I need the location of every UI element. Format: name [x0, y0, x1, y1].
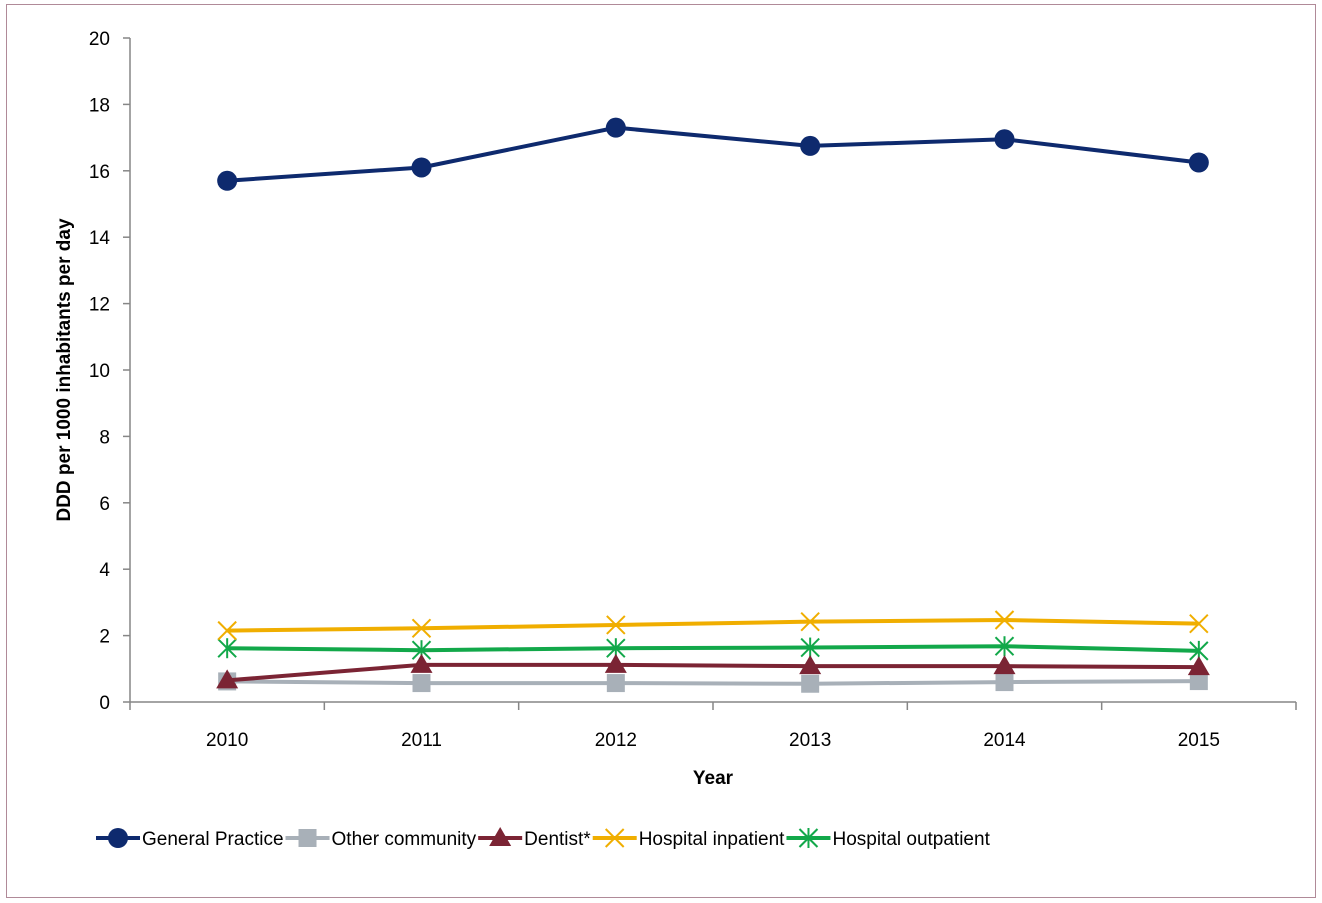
legend-marker — [798, 828, 819, 848]
legend-label: Other community — [332, 829, 477, 850]
data-point — [800, 611, 820, 632]
legend-item-hospital-outpatient: Hospital outpatient — [786, 828, 991, 850]
marker-stroke — [411, 618, 432, 639]
legend-item-general-practice: General Practice — [96, 828, 284, 850]
legend-label: Hospital inpatient — [639, 829, 785, 850]
x-tick-label: 2010 — [206, 730, 248, 751]
y-tick-label: 8 — [99, 427, 110, 448]
legend-marker — [108, 828, 128, 848]
data-point — [800, 637, 820, 658]
data-point — [799, 655, 822, 675]
y-tick-label: 10 — [89, 361, 110, 382]
marker-stroke — [994, 610, 1015, 630]
series-other-community — [218, 672, 1208, 693]
legend-item-dentist: Dentist* — [478, 827, 591, 850]
legend: General Practice Other community Dentist* H… — [96, 827, 991, 850]
data-point — [604, 653, 627, 673]
y-tick-label: 2 — [99, 627, 110, 648]
data-point — [217, 170, 238, 191]
y-tick-label: 14 — [89, 228, 111, 249]
series-general-practice — [217, 117, 1209, 191]
data-point — [217, 638, 237, 659]
y-tick-label: 20 — [89, 29, 110, 50]
y-axis: 0 2 4 6 8 10 12 14 16 18 20 — [89, 29, 131, 714]
marker-stroke — [1189, 613, 1209, 634]
data-point — [800, 135, 821, 156]
data-point — [216, 669, 239, 689]
data-point — [994, 610, 1015, 630]
legend-marker — [489, 827, 512, 846]
x-tick-label: 2015 — [1178, 730, 1220, 751]
series-line — [227, 679, 1199, 686]
data-point — [605, 117, 626, 138]
x-tick-label: 2014 — [983, 730, 1026, 751]
data-point — [606, 674, 625, 693]
y-tick-label: 16 — [89, 162, 110, 183]
data-point — [1189, 672, 1208, 691]
data-point — [801, 674, 820, 693]
y-tick-label: 0 — [99, 693, 110, 714]
series-line — [227, 644, 1199, 653]
data-point — [410, 653, 433, 673]
data-point — [994, 636, 1015, 657]
y-tick-label: 18 — [89, 95, 110, 116]
x-tick-label: 2011 — [401, 730, 442, 751]
x-tick-label: 2012 — [595, 730, 637, 751]
series-dentist — [216, 653, 1210, 689]
data-point — [1188, 152, 1209, 173]
data-point — [411, 157, 432, 178]
x-axis-title: Year — [693, 768, 734, 789]
legend-label: Hospital outpatient — [832, 829, 990, 850]
legend-label: Dentist* — [524, 829, 591, 850]
series-line — [227, 617, 1199, 633]
marker-stroke — [217, 620, 237, 641]
marker-stroke — [800, 611, 820, 632]
y-axis-title: DDD per 1000 inhabitants per day — [54, 218, 75, 521]
marker-stroke — [604, 828, 625, 848]
data-point — [1187, 656, 1210, 676]
x-axis: 2010 2011 2012 2013 2014 2015 — [129, 701, 1297, 751]
data-point — [412, 674, 431, 693]
data-point — [411, 618, 432, 639]
legend-marker — [604, 828, 625, 848]
data-point — [994, 129, 1015, 150]
series-line — [227, 662, 1199, 683]
data-point — [995, 673, 1014, 692]
data-point — [993, 655, 1016, 675]
series-layer — [216, 117, 1210, 693]
legend-item-other-community: Other community — [285, 829, 477, 850]
marker-stroke — [606, 615, 626, 635]
x-tick-label: 2013 — [789, 730, 831, 751]
y-tick-label: 4 — [99, 560, 110, 581]
series-hospital-outpatient — [217, 636, 1209, 661]
data-point — [1189, 613, 1209, 634]
data-point — [217, 620, 237, 641]
legend-label: General Practice — [142, 829, 284, 850]
data-point — [606, 615, 626, 635]
series-line — [227, 125, 1200, 183]
series-hospital-inpatient — [217, 610, 1209, 641]
legend-marker — [298, 829, 317, 847]
legend-item-hospital-inpatient: Hospital inpatient — [592, 828, 785, 850]
chart-frame — [6, 4, 1316, 898]
y-tick-label: 6 — [99, 494, 110, 515]
y-tick-label: 12 — [89, 295, 110, 316]
